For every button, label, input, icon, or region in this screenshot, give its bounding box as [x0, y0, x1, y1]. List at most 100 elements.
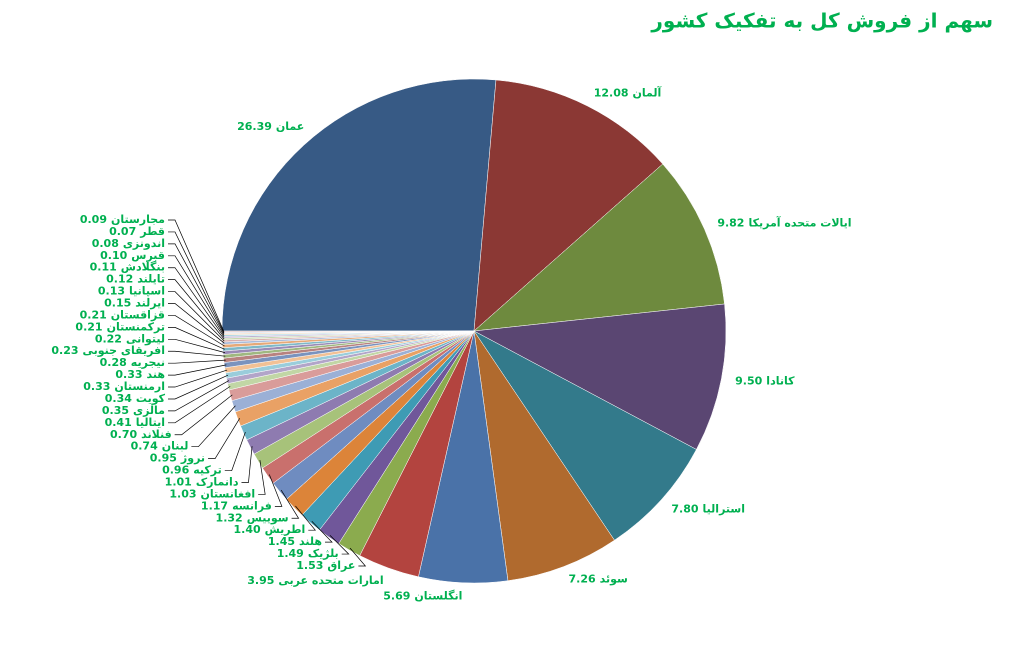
data-label: 0.13 اسپانیا [98, 285, 165, 298]
data-label: 0.96 ترکیه [162, 464, 222, 477]
category-label: ترکمنستان [107, 320, 165, 333]
data-label: 0.41 ایتالیا [105, 416, 165, 429]
data-label: 0.70 فنلاند [110, 428, 172, 441]
data-label: 0.35 مالزی [102, 404, 165, 417]
data-label: 0.09 مجارستان [80, 213, 165, 226]
value-label: 0.74 [131, 440, 158, 453]
value-label: 0.10 [100, 249, 127, 262]
leader-line [168, 369, 228, 388]
category-label: سوییس [247, 511, 289, 524]
value-label: 0.21 [75, 320, 102, 333]
leader-line [224, 432, 246, 471]
data-label: 0.74 لبنان [131, 440, 189, 453]
value-label: 1.53 [296, 559, 323, 572]
pie-slice [473, 303, 727, 450]
data-label: 0.22 لیتوانی [95, 332, 165, 345]
value-label: 1.03 [169, 487, 196, 500]
category-label: آلمان [633, 85, 662, 99]
data-label: 5.69 انگلستان [383, 590, 462, 603]
data-label: 12.08 آلمان [594, 85, 662, 99]
leader-line [258, 460, 266, 495]
data-label: 26.39 عمان [237, 120, 304, 133]
data-label: 1.01 دانمارک [165, 475, 239, 488]
leader-line [168, 364, 227, 376]
value-label: 0.28 [100, 356, 127, 369]
category-label: امارات متحده عربی [278, 574, 383, 587]
value-label: 9.82 [717, 217, 744, 230]
value-label: 0.09 [80, 213, 107, 226]
category-label: دانمارک [196, 475, 239, 488]
value-label: 1.17 [201, 499, 228, 512]
leader-line [280, 489, 300, 519]
data-label: 0.34 کویت [105, 392, 166, 405]
data-label: 9.82 ایالات متحده آمریکا [717, 216, 851, 230]
category-label: مجارستان [111, 213, 165, 226]
data-label: 9.50 کانادا [735, 374, 795, 387]
category-label: افریقای جنوبی [83, 344, 165, 357]
category-label: ایالات متحده آمریکا [748, 216, 851, 230]
category-label: انگلستان [414, 590, 462, 603]
leader-line [168, 350, 226, 357]
data-label: 7.26 سوئد [568, 573, 627, 586]
value-label: 0.07 [109, 225, 136, 238]
chart-title: سهم از فروش کل به تفکیک کشور [650, 9, 993, 33]
pie-slice [473, 330, 697, 541]
leader-line [168, 386, 231, 424]
leader-line [241, 446, 253, 483]
data-label: 0.21 ترکمنستان [75, 320, 165, 333]
leader-line [168, 255, 225, 336]
leader-line [168, 279, 225, 340]
category-label: فرانسه [232, 499, 272, 512]
data-label: 0.11 بنگلادش [90, 261, 165, 274]
category-label: هند [147, 368, 165, 381]
category-label: افغانستان [201, 487, 256, 500]
leader-line [329, 535, 350, 555]
category-label: نروژ [180, 452, 205, 465]
category-label: بنگلادش [121, 261, 165, 274]
category-label: هلند [299, 535, 322, 548]
value-label: 0.41 [105, 416, 132, 429]
value-label: 0.33 [115, 368, 142, 381]
value-label: 0.11 [90, 261, 117, 274]
category-label: قزاقستان [111, 308, 165, 321]
data-label: 7.80 استرالیا [671, 502, 745, 515]
value-label: 0.35 [102, 404, 129, 417]
value-label: 26.39 [237, 120, 272, 133]
pie-slice [473, 79, 664, 332]
leader-line [168, 338, 226, 353]
value-label: 1.40 [233, 523, 260, 536]
leader-line [168, 291, 225, 342]
value-label: 1.01 [165, 475, 192, 488]
value-label: 0.08 [92, 237, 119, 250]
leader-line [168, 374, 229, 400]
category-label: کویت [136, 392, 166, 405]
leader-line [168, 219, 225, 332]
data-label: 1.53 عراق [296, 559, 355, 572]
category-label: ارمنستان [114, 380, 165, 393]
data-label: 1.03 افغانستان [169, 487, 255, 500]
leader-line [168, 231, 225, 334]
data-label: 0.28 نیجریه [100, 356, 165, 369]
data-label: 1.17 فرانسه [201, 499, 272, 512]
value-label: 0.95 [150, 452, 177, 465]
category-label: مالزی [133, 404, 165, 417]
data-label: 0.12 تایلند [106, 273, 165, 286]
category-label: قطر [139, 225, 165, 238]
value-label: 0.22 [95, 332, 122, 345]
value-label: 0.23 [51, 344, 78, 357]
category-label: ترکیه [193, 464, 222, 477]
value-label: 0.12 [106, 273, 133, 286]
category-label: فنلاند [141, 428, 172, 441]
value-label: 0.15 [104, 297, 131, 310]
pie-slice [221, 78, 497, 332]
category-label: نیجریه [131, 356, 165, 369]
data-label: 0.10 قبرس [100, 249, 165, 262]
category-label: لبنان [162, 440, 189, 453]
leader-line [168, 243, 225, 335]
data-label: 0.15 ایرلند [104, 297, 165, 310]
category-label: قبرس [131, 249, 165, 262]
value-label: 0.21 [80, 308, 107, 321]
data-label: 0.33 ارمنستان [83, 380, 165, 393]
data-label: 0.23 افریقای جنوبی [51, 344, 165, 357]
